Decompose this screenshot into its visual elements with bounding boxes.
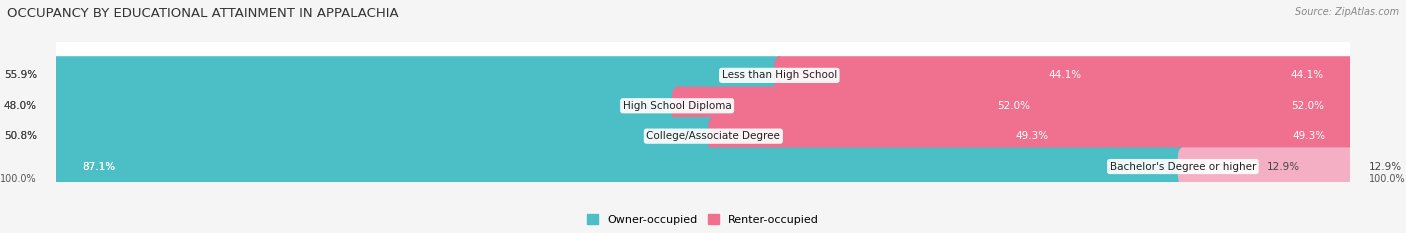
Legend: Owner-occupied, Renter-occupied: Owner-occupied, Renter-occupied bbox=[582, 210, 824, 229]
Text: 52.0%: 52.0% bbox=[997, 101, 1031, 111]
Text: Source: ZipAtlas.com: Source: ZipAtlas.com bbox=[1295, 7, 1399, 17]
FancyBboxPatch shape bbox=[51, 87, 682, 125]
Text: 12.9%: 12.9% bbox=[1267, 161, 1299, 171]
Text: 87.1%: 87.1% bbox=[82, 161, 115, 171]
Text: 49.3%: 49.3% bbox=[1292, 131, 1326, 141]
Text: High School Diploma: High School Diploma bbox=[623, 101, 731, 111]
FancyBboxPatch shape bbox=[775, 56, 1355, 95]
Text: 49.3%: 49.3% bbox=[1015, 131, 1049, 141]
FancyBboxPatch shape bbox=[709, 117, 1357, 155]
Text: 100.0%: 100.0% bbox=[0, 174, 37, 184]
FancyBboxPatch shape bbox=[46, 103, 1360, 170]
Text: 52.0%: 52.0% bbox=[1291, 101, 1324, 111]
Text: 50.8%: 50.8% bbox=[4, 131, 37, 141]
Text: Bachelor's Degree or higher: Bachelor's Degree or higher bbox=[1109, 161, 1256, 171]
Text: OCCUPANCY BY EDUCATIONAL ATTAINMENT IN APPALACHIA: OCCUPANCY BY EDUCATIONAL ATTAINMENT IN A… bbox=[7, 7, 399, 20]
FancyBboxPatch shape bbox=[51, 56, 785, 95]
Text: 12.9%: 12.9% bbox=[1369, 161, 1402, 171]
FancyBboxPatch shape bbox=[672, 87, 1355, 125]
Text: 44.1%: 44.1% bbox=[1291, 70, 1324, 80]
Text: 48.0%: 48.0% bbox=[4, 101, 37, 111]
Text: 55.9%: 55.9% bbox=[4, 70, 37, 80]
Text: 55.9%: 55.9% bbox=[4, 70, 37, 80]
FancyBboxPatch shape bbox=[51, 117, 718, 155]
Text: 48.0%: 48.0% bbox=[4, 101, 37, 111]
Text: Less than High School: Less than High School bbox=[721, 70, 837, 80]
Text: 50.8%: 50.8% bbox=[4, 131, 37, 141]
Text: 44.1%: 44.1% bbox=[1047, 70, 1081, 80]
Text: 87.1%: 87.1% bbox=[82, 161, 115, 171]
Text: 100.0%: 100.0% bbox=[1369, 174, 1406, 184]
Text: College/Associate Degree: College/Associate Degree bbox=[647, 131, 780, 141]
FancyBboxPatch shape bbox=[46, 133, 1360, 200]
FancyBboxPatch shape bbox=[46, 42, 1360, 109]
FancyBboxPatch shape bbox=[51, 147, 1188, 186]
FancyBboxPatch shape bbox=[1178, 147, 1355, 186]
FancyBboxPatch shape bbox=[46, 72, 1360, 140]
